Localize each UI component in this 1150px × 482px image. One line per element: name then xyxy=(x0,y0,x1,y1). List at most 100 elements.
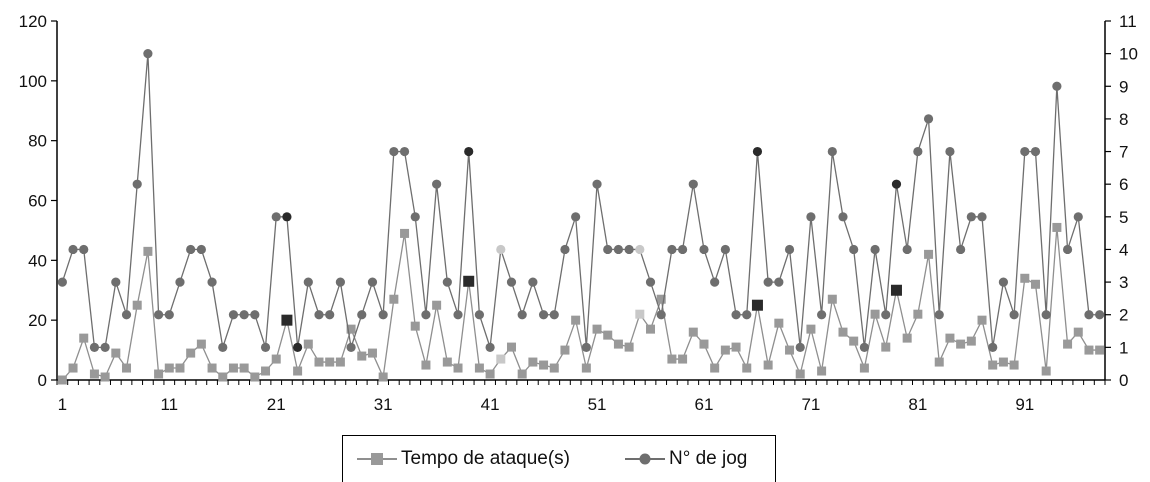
data-point xyxy=(667,244,677,255)
y-left-tick-label: 0 xyxy=(38,371,47,390)
square-marker-icon xyxy=(357,453,397,465)
data-point xyxy=(421,310,431,320)
legend-item-tempo: Tempo de ataque(s) xyxy=(357,444,570,474)
data-point xyxy=(1095,310,1105,320)
data-point xyxy=(656,294,666,304)
data-point xyxy=(1062,244,1073,255)
data-point xyxy=(111,277,121,287)
data-point xyxy=(881,310,891,320)
data-point xyxy=(154,369,164,379)
data-point xyxy=(453,363,463,373)
data-point xyxy=(795,342,805,352)
data-point xyxy=(474,363,484,373)
data-point xyxy=(143,246,153,256)
data-point xyxy=(164,363,174,373)
data-point xyxy=(410,321,420,331)
data-point xyxy=(966,212,976,222)
data-point xyxy=(945,146,955,157)
data-point xyxy=(581,363,591,373)
data-point xyxy=(549,363,559,373)
data-point xyxy=(720,345,730,355)
x-tick-label: 81 xyxy=(908,395,927,414)
y-right-tick-label: 4 xyxy=(1119,240,1128,259)
data-point xyxy=(603,330,613,340)
legend: Tempo de ataque(s) N° de jog xyxy=(342,435,776,482)
y-right-tick-label: 0 xyxy=(1119,371,1128,390)
data-point xyxy=(517,369,527,379)
data-point xyxy=(164,310,174,320)
data-point xyxy=(153,310,164,320)
y-right-tick-label: 7 xyxy=(1119,143,1128,162)
x-tick-label: 91 xyxy=(1015,395,1034,414)
data-point xyxy=(827,294,837,304)
data-point xyxy=(1020,146,1030,157)
data-point xyxy=(357,310,367,320)
data-point xyxy=(806,324,816,334)
data-point xyxy=(988,360,998,370)
data-point xyxy=(838,327,848,337)
data-point xyxy=(731,342,741,352)
y-left-tick-label: 60 xyxy=(28,192,47,211)
data-point xyxy=(496,244,506,255)
y-right-tick-label: 3 xyxy=(1119,273,1128,292)
data-point xyxy=(998,277,1009,287)
data-point xyxy=(603,244,613,255)
y-right-tick-label: 8 xyxy=(1119,110,1128,129)
data-point xyxy=(132,179,142,189)
data-point xyxy=(207,363,217,373)
data-point xyxy=(1084,310,1094,320)
data-point xyxy=(367,277,378,287)
series-tempo-de-ataque xyxy=(57,222,1105,385)
data-point xyxy=(752,146,763,157)
data-point xyxy=(196,339,206,349)
data-point xyxy=(891,179,902,189)
data-point xyxy=(474,310,485,320)
data-point xyxy=(325,310,335,320)
x-tick-label: 71 xyxy=(801,395,820,414)
data-point xyxy=(774,318,784,328)
data-point xyxy=(250,310,260,320)
data-point xyxy=(656,310,666,320)
data-point xyxy=(303,339,313,349)
data-point xyxy=(902,244,912,255)
data-point xyxy=(485,369,495,379)
data-point xyxy=(998,357,1008,367)
data-point xyxy=(1020,273,1030,283)
data-point xyxy=(751,299,763,311)
x-tick-label: 1 xyxy=(58,395,67,414)
x-tick-label: 41 xyxy=(481,395,500,414)
data-point xyxy=(100,342,110,352)
series-line xyxy=(61,53,1100,349)
data-point xyxy=(281,314,293,326)
data-point xyxy=(763,277,773,287)
data-point xyxy=(817,310,827,320)
data-point xyxy=(624,342,634,352)
data-point xyxy=(346,342,356,352)
data-point xyxy=(485,342,495,352)
data-point xyxy=(838,212,848,222)
data-point xyxy=(539,360,549,370)
data-point xyxy=(1041,310,1051,320)
data-point xyxy=(57,277,67,287)
data-point xyxy=(378,310,388,320)
data-point xyxy=(463,275,475,287)
data-point xyxy=(688,327,698,337)
data-point xyxy=(228,363,238,373)
data-point xyxy=(89,342,100,352)
data-point xyxy=(228,310,239,320)
data-point xyxy=(571,212,581,222)
data-point xyxy=(581,342,591,352)
data-point xyxy=(506,277,517,287)
y-right-tick-label: 2 xyxy=(1119,306,1128,325)
data-point xyxy=(121,310,132,320)
data-point xyxy=(517,310,527,320)
data-point xyxy=(335,277,345,287)
legend-label-jog: N° de jog xyxy=(669,448,748,469)
data-point xyxy=(977,212,987,222)
data-point xyxy=(400,228,410,238)
x-tick-label: 21 xyxy=(267,395,286,414)
data-point xyxy=(870,309,880,319)
data-point xyxy=(207,277,217,287)
data-point xyxy=(68,363,78,373)
y-left-tick-label: 100 xyxy=(19,72,47,91)
